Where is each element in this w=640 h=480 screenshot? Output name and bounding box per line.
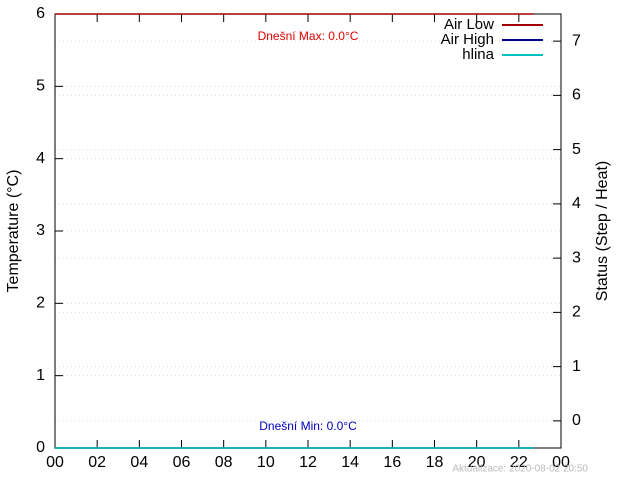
y-tick-label: 2 (36, 295, 45, 312)
annotation: Dnešní Max: 0.0°C (258, 29, 359, 43)
y2-tick-label: 5 (572, 141, 581, 158)
y2-tick-label: 7 (572, 32, 581, 49)
y2-tick-label: 4 (572, 195, 581, 212)
x-tick-label: 16 (383, 454, 401, 471)
legend-label: Air Low (444, 16, 494, 33)
x-tick-label: 12 (299, 454, 317, 471)
x-tick-label: 18 (426, 454, 444, 471)
x-tick-label: 06 (173, 454, 191, 471)
y2-tick-label: 1 (572, 358, 581, 375)
y2-tick-label: 0 (572, 412, 581, 429)
x-tick-label: 22 (510, 454, 528, 471)
x-tick-label: 20 (468, 454, 486, 471)
y2-tick-label: 3 (572, 249, 581, 266)
legend-label: Air High (441, 31, 494, 48)
y-tick-label: 4 (36, 150, 45, 167)
y2-tick-label: 6 (572, 87, 581, 104)
y-tick-label: 6 (36, 5, 45, 22)
y-tick-label: 3 (36, 222, 45, 239)
annotation: Dnešní Min: 0.0°C (259, 419, 357, 433)
x-tick-label: 00 (46, 454, 64, 471)
y-tick-label: 1 (36, 367, 45, 384)
x-tick-label: 14 (341, 454, 359, 471)
annotation: Aktualizace: 2020-08-02 20:50 (452, 464, 588, 475)
x-tick-label: 02 (88, 454, 106, 471)
legend-label: hlina (462, 46, 494, 63)
y-tick-label: 5 (36, 78, 45, 95)
y2-axis-label: Status (Step / Heat) (594, 161, 611, 302)
y2-tick-label: 2 (572, 304, 581, 321)
y-axis-label: Temperature (°C) (5, 170, 22, 293)
y-tick-label: 0 (36, 439, 45, 456)
x-tick-label: 04 (130, 454, 148, 471)
x-tick-label: 00 (552, 454, 570, 471)
x-tick-label: 10 (257, 454, 275, 471)
x-tick-label: 08 (215, 454, 233, 471)
